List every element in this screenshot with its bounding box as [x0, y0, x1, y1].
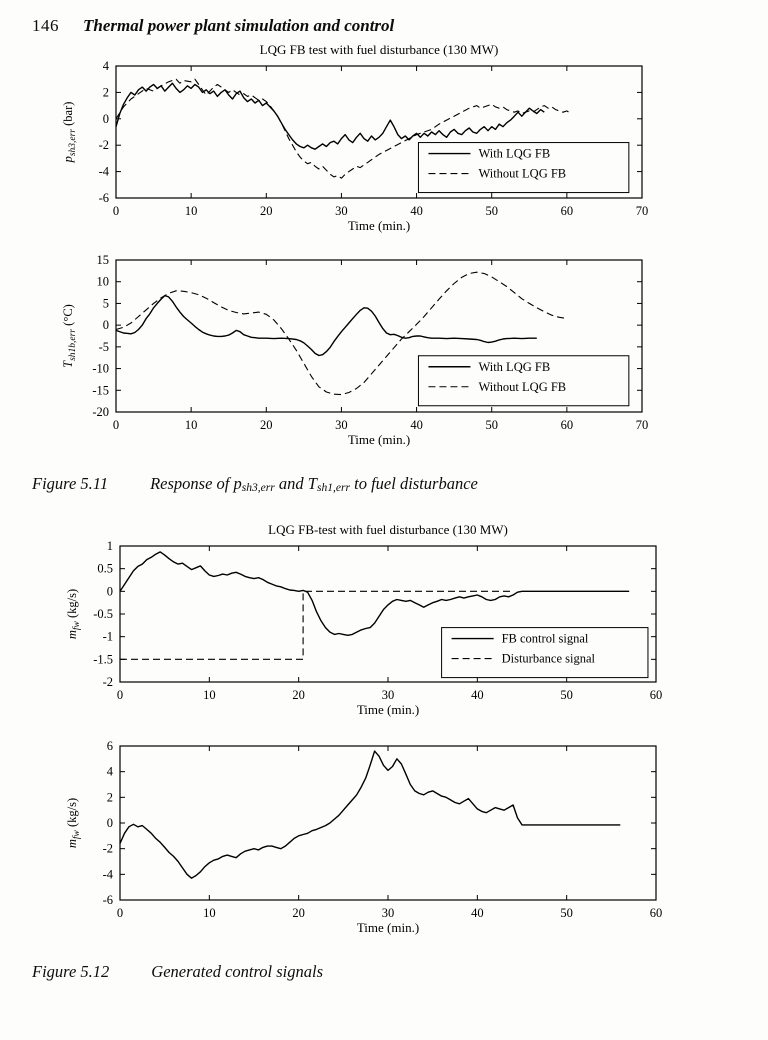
svg-text:-5: -5 [99, 340, 109, 354]
running-title: Thermal power plant simulation and contr… [83, 16, 395, 35]
svg-text:30: 30 [335, 418, 348, 432]
figure-5-11-caption: Figure 5.11 Response of psh3,err and Tsh1… [32, 474, 768, 494]
svg-text:-20: -20 [92, 405, 109, 419]
figure-5-11: 0 10 20 30 40 50 60 70 4 2 0 -2 -4 -6 LQG FB test with… [56, 40, 768, 450]
svg-text:Disturbance signal: Disturbance signal [502, 652, 596, 666]
svg-text:2: 2 [107, 790, 113, 804]
svg-text:-4: -4 [103, 867, 114, 881]
svg-text:-6: -6 [103, 893, 113, 907]
svg-text:10: 10 [203, 688, 216, 702]
svg-text:0: 0 [113, 418, 119, 432]
svg-text:FB control signal: FB control signal [502, 632, 589, 646]
svg-text:70: 70 [636, 204, 649, 218]
svg-text:-2: -2 [103, 675, 113, 689]
svg-text:0: 0 [107, 816, 113, 830]
svg-text:20: 20 [260, 418, 273, 432]
svg-text:60: 60 [561, 418, 574, 432]
page-header: 146 Thermal power plant simulation and co… [32, 16, 768, 36]
svg-text:0: 0 [117, 688, 123, 702]
svg-text:50: 50 [485, 418, 498, 432]
svg-text:-6: -6 [99, 191, 109, 205]
svg-text:0: 0 [117, 906, 123, 920]
svg-text:0: 0 [103, 112, 109, 126]
caption-text: Generated control signals [151, 962, 323, 982]
svg-text:1: 1 [107, 539, 113, 553]
svg-text:0.5: 0.5 [97, 562, 113, 576]
chart-mfw-fb-control-signal: 0 10 20 30 40 50 60 1 0.5 0 -0.5 -1 -1.5 -2 LQG FB-tes… [65, 522, 663, 717]
svg-text:-1.5: -1.5 [93, 652, 113, 666]
svg-text:40: 40 [410, 204, 423, 218]
svg-text:40: 40 [410, 418, 423, 432]
svg-text:15: 15 [97, 253, 110, 267]
svg-text:20: 20 [292, 688, 305, 702]
svg-text:Time (min.): Time (min.) [348, 432, 410, 447]
svg-text:-2: -2 [103, 842, 113, 856]
svg-text:2: 2 [103, 85, 109, 99]
caption-label: Figure 5.12 [32, 962, 110, 982]
svg-text:10: 10 [203, 906, 216, 920]
caption-text: Response of psh3,err and Tsh1,err to fue… [150, 474, 478, 495]
svg-text:-1: -1 [103, 630, 113, 644]
svg-text:20: 20 [260, 204, 273, 218]
svg-text:10: 10 [97, 275, 110, 289]
svg-text:20: 20 [292, 906, 305, 920]
svg-text:-0.5: -0.5 [93, 607, 113, 621]
svg-text:60: 60 [650, 906, 663, 920]
caption-label: Figure 5.11 [32, 474, 109, 493]
svg-text:40: 40 [471, 688, 484, 702]
svg-text:30: 30 [382, 688, 395, 702]
svg-text:0: 0 [107, 584, 113, 598]
svg-text:40: 40 [471, 906, 484, 920]
svg-text:mfw (kg/s): mfw (kg/s) [65, 589, 82, 639]
svg-text:Tsh1b,err (°C): Tsh1b,err (°C) [61, 304, 78, 368]
svg-text:0: 0 [113, 204, 119, 218]
svg-text:Time (min.): Time (min.) [348, 218, 410, 233]
svg-text:4: 4 [107, 765, 114, 779]
figure-5-12-caption: Figure 5.12 Generated control signals [32, 962, 768, 982]
svg-text:10: 10 [185, 204, 198, 218]
svg-text:30: 30 [382, 906, 395, 920]
svg-text:50: 50 [560, 906, 573, 920]
svg-text:-15: -15 [92, 383, 109, 397]
svg-text:6: 6 [107, 739, 113, 753]
svg-text:psh3,err (bar): psh3,err (bar) [61, 102, 78, 164]
svg-text:Time (min.): Time (min.) [357, 702, 419, 717]
svg-text:10: 10 [185, 418, 198, 432]
svg-text:50: 50 [560, 688, 573, 702]
svg-text:-2: -2 [99, 138, 109, 152]
svg-text:5: 5 [103, 296, 109, 310]
svg-text:60: 60 [650, 688, 663, 702]
svg-text:LQG FB test with fuel disturba: LQG FB test with fuel disturbance (130 M… [260, 42, 499, 57]
page-number: 146 [32, 16, 59, 35]
svg-text:0: 0 [103, 318, 109, 332]
svg-text:-10: -10 [92, 362, 109, 376]
svg-text:LQG FB-test with fuel disturba: LQG FB-test with fuel disturbance (130 M… [268, 522, 508, 537]
svg-text:50: 50 [485, 204, 498, 218]
svg-text:30: 30 [335, 204, 348, 218]
svg-text:mfw (kg/s): mfw (kg/s) [65, 798, 82, 848]
svg-text:70: 70 [636, 418, 649, 432]
svg-text:Without LQG FB: Without LQG FB [478, 167, 566, 181]
svg-text:-4: -4 [99, 165, 110, 179]
svg-text:4: 4 [103, 59, 110, 73]
svg-text:60: 60 [561, 204, 574, 218]
figure-5-12: 0 10 20 30 40 50 60 1 0.5 0 -0.5 -1 -1.5 -2 LQG FB-tes… [60, 520, 768, 938]
svg-text:With LQG FB: With LQG FB [478, 360, 550, 374]
svg-text:Without LQG FB: Without LQG FB [478, 380, 566, 394]
svg-text:With LQG FB: With LQG FB [478, 147, 550, 161]
svg-text:Time (min.): Time (min.) [357, 920, 419, 935]
